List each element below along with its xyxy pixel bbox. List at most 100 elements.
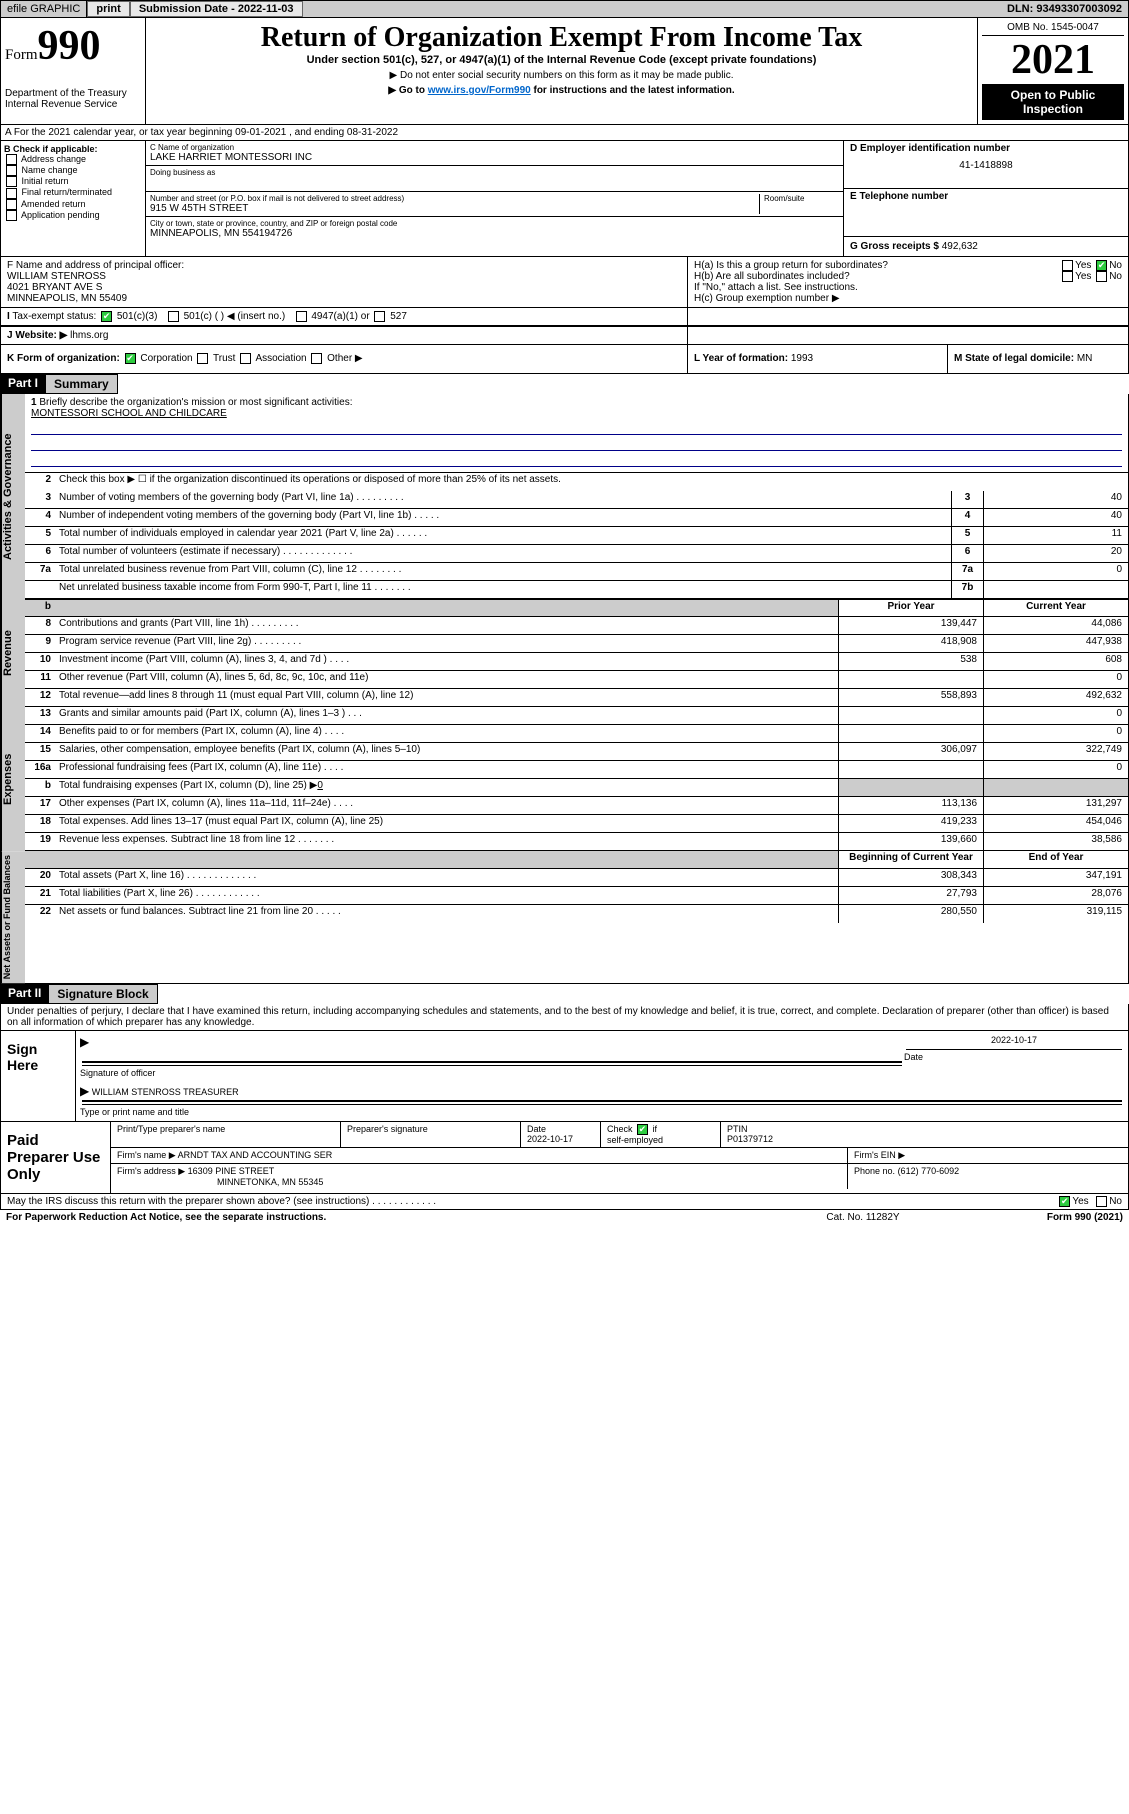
chk-trust[interactable] [197, 353, 208, 364]
line10-prior: 538 [838, 653, 983, 670]
firm-name-label: Firm's name ▶ [117, 1150, 176, 1160]
end-year-header: End of Year [983, 851, 1128, 868]
chk-association[interactable] [240, 353, 251, 364]
line20-prior: 308,343 [838, 869, 983, 886]
irs-label: Internal Revenue Service [5, 99, 141, 110]
dln-label: DLN: 93493307003092 [1001, 1, 1128, 17]
chk-corporation[interactable]: ✔ [125, 353, 136, 364]
line16a-text: Professional fundraising fees (Part IX, … [55, 761, 838, 778]
open-to-public: Open to Public Inspection [982, 84, 1124, 120]
state-domicile-label: M State of legal domicile: [954, 353, 1074, 364]
chk-initial-return[interactable]: Initial return [4, 176, 142, 187]
line11-current: 0 [983, 671, 1128, 688]
chk-name-change[interactable]: Name change [4, 165, 142, 176]
chk-amended-return[interactable]: Amended return [4, 199, 142, 210]
chk-501c3[interactable]: ✔ [101, 311, 112, 322]
line10-current: 608 [983, 653, 1128, 670]
discuss-question: May the IRS discuss this return with the… [7, 1196, 1057, 1207]
line14-text: Benefits paid to or for members (Part IX… [55, 725, 838, 742]
line16a-prior [838, 761, 983, 778]
line3-text: Number of voting members of the governin… [55, 491, 951, 508]
row-fh: F Name and address of principal officer:… [0, 257, 1129, 308]
officer-name: WILLIAM STENROSS [7, 271, 681, 282]
page-footer: For Paperwork Reduction Act Notice, see … [0, 1210, 1129, 1225]
self-employed-check: Check ✔ ifself-employed [601, 1122, 721, 1147]
form-num: 990 [38, 23, 101, 69]
line1-mission: 1 Briefly describe the organization's mi… [25, 394, 1128, 473]
submission-date-button[interactable]: Submission Date - 2022-11-03 [130, 1, 303, 17]
line15-prior: 306,097 [838, 743, 983, 760]
line13-current: 0 [983, 707, 1128, 724]
form-title: Return of Organization Exempt From Incom… [154, 22, 969, 54]
line10-text: Investment income (Part VIII, column (A)… [55, 653, 838, 670]
city-state-zip: MINNEAPOLIS, MN 554194726 [150, 228, 839, 239]
irs-form990-link[interactable]: www.irs.gov/Form990 [428, 85, 531, 96]
prior-year-header: Prior Year [838, 600, 983, 616]
preparer-name-label: Print/Type preparer's name [111, 1122, 341, 1147]
efile-topbar: efile GRAPHIC print Submission Date - 20… [0, 0, 1129, 18]
sign-here-label: Sign Here [1, 1031, 76, 1121]
side-expenses: Expenses [1, 707, 25, 851]
current-year-header: Current Year [983, 600, 1128, 616]
chk-527[interactable] [374, 311, 385, 322]
row-a-tax-year: A For the 2021 calendar year, or tax yea… [0, 125, 1129, 141]
signature-section: Under penalties of perjury, I declare th… [0, 1004, 1129, 1194]
line8-text: Contributions and grants (Part VIII, lin… [55, 617, 838, 634]
box-g-gross-receipts: G Gross receipts $ 492,632 [843, 237, 1128, 256]
chk-other[interactable] [311, 353, 322, 364]
row-j-website: J Website: ▶ lhms.org [0, 327, 1129, 345]
street-address: 915 W 45TH STREET [150, 203, 759, 214]
box-d-ein: D Employer identification number 41-1418… [843, 141, 1128, 189]
line18-text: Total expenses. Add lines 13–17 (must eq… [55, 815, 838, 832]
org-name: LAKE HARRIET MONTESSORI INC [150, 152, 839, 163]
line19-current: 38,586 [983, 833, 1128, 850]
line17-current: 131,297 [983, 797, 1128, 814]
signature-date: 2022-10-17 [904, 1035, 1124, 1045]
firm-address-label: Firm's address ▶ [117, 1166, 185, 1176]
ha-answer: Yes ✔No [1060, 260, 1122, 271]
print-button[interactable]: print [87, 1, 129, 17]
goto-post: for instructions and the latest informat… [531, 85, 735, 96]
preparer-signature-label: Preparer's signature [341, 1122, 521, 1147]
line17-prior: 113,136 [838, 797, 983, 814]
line15-text: Salaries, other compensation, employee b… [55, 743, 838, 760]
firm-ein-label: Firm's EIN ▶ [848, 1148, 1128, 1163]
line3-value: 40 [983, 491, 1128, 508]
box-de-column: D Employer identification number 41-1418… [843, 141, 1128, 256]
firm-address1: 16309 PINE STREET [188, 1166, 275, 1176]
part2-badge: Part II [0, 984, 49, 1004]
box-e-phone: E Telephone number [843, 189, 1128, 237]
line16b-prior-shaded [838, 779, 983, 796]
line19-prior: 139,660 [838, 833, 983, 850]
line12-current: 492,632 [983, 689, 1128, 706]
paid-preparer-section: Paid Preparer Use Only Print/Type prepar… [1, 1121, 1128, 1193]
line7b-text: Net unrelated business taxable income fr… [55, 581, 951, 598]
box-h-group: H(a) Is this a group return for subordin… [688, 257, 1128, 307]
beg-year-header: Beginning of Current Year [838, 851, 983, 868]
chk-address-change[interactable]: Address change [4, 154, 142, 165]
firm-name: ARNDT TAX AND ACCOUNTING SER [178, 1150, 333, 1160]
efile-graphic-label: efile GRAPHIC [1, 1, 87, 17]
discuss-answer: ✔Yes No [1057, 1196, 1122, 1207]
chk-application-pending[interactable]: Application pending [4, 210, 142, 221]
form-number: Form990 [5, 22, 141, 70]
signature-of-officer-label: Signature of officer [80, 1068, 904, 1078]
paid-preparer-label: Paid Preparer Use Only [1, 1122, 111, 1193]
dept-treasury: Department of the Treasury [5, 88, 141, 99]
line14-prior [838, 725, 983, 742]
website-label: Website: ▶ [15, 330, 67, 341]
line9-current: 447,938 [983, 635, 1128, 652]
ein-value: 41-1418898 [850, 160, 1122, 171]
line8-current: 44,086 [983, 617, 1128, 634]
line13-prior [838, 707, 983, 724]
tax-year: 2021 [982, 36, 1124, 84]
side-net-assets: Net Assets or Fund Balances [1, 851, 25, 983]
chk-501c[interactable] [168, 311, 179, 322]
tax-exempt-label: Tax-exempt status: [12, 311, 96, 322]
part2-header-row: Part II Signature Block [0, 984, 1129, 1004]
line12-prior: 558,893 [838, 689, 983, 706]
chk-4947[interactable] [296, 311, 307, 322]
year-formation-label: L Year of formation: [694, 353, 788, 364]
chk-final-return[interactable]: Final return/terminated [4, 187, 142, 198]
line15-current: 322,749 [983, 743, 1128, 760]
